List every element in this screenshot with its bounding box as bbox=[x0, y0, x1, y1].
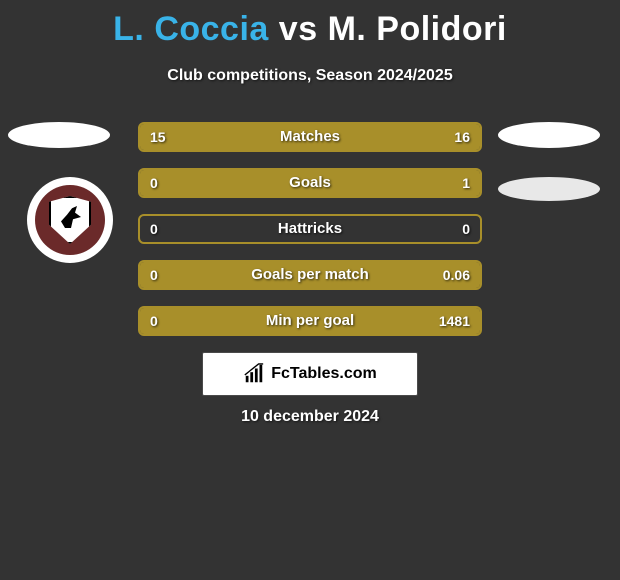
club-shield-icon bbox=[49, 196, 91, 244]
credit-box: FcTables.com bbox=[202, 352, 418, 396]
player2-photo-placeholder bbox=[498, 122, 600, 148]
stat-bar: 00Hattricks bbox=[138, 214, 482, 244]
vs-text: vs bbox=[279, 10, 318, 48]
date-text: 10 december 2024 bbox=[0, 408, 620, 426]
stat-bar: 1516Matches bbox=[138, 122, 482, 152]
stat-label: Goals per match bbox=[140, 262, 480, 288]
player1-name: L. Coccia bbox=[113, 10, 269, 48]
club-badge-ring bbox=[35, 185, 105, 255]
chart-icon bbox=[243, 363, 265, 385]
player1-photo-placeholder bbox=[8, 122, 110, 148]
stat-label: Min per goal bbox=[140, 308, 480, 334]
stat-label: Hattricks bbox=[140, 216, 480, 242]
stat-bar: 00.06Goals per match bbox=[138, 260, 482, 290]
stat-label: Goals bbox=[140, 170, 480, 196]
stat-bar: 01Goals bbox=[138, 168, 482, 198]
credit-text: FcTables.com bbox=[271, 365, 377, 383]
player1-club-badge bbox=[27, 177, 113, 263]
stat-label: Matches bbox=[140, 124, 480, 150]
player2-club-placeholder bbox=[498, 177, 600, 201]
subtitle: Club competitions, Season 2024/2025 bbox=[0, 67, 620, 85]
player2-name: M. Polidori bbox=[328, 10, 507, 48]
stat-bars: 1516Matches 01Goals 00Hattricks 00.06Goals … bbox=[138, 122, 482, 352]
stat-bar: 01481Min per goal bbox=[138, 306, 482, 336]
comparison-title: L. Coccia vs M. Polidori bbox=[0, 0, 620, 49]
